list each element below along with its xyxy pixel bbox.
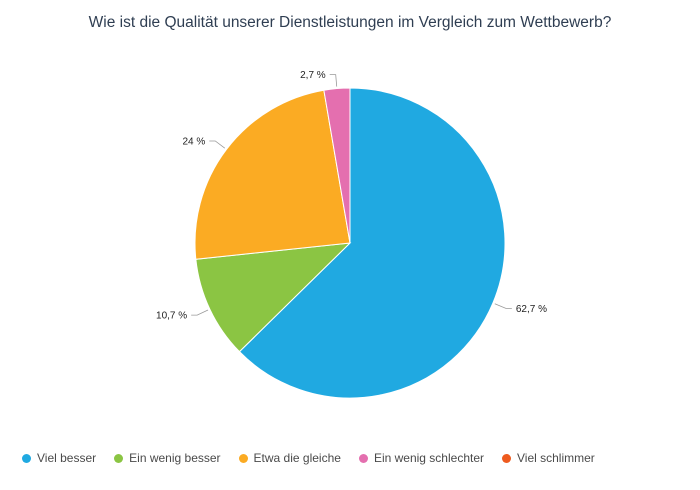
leader-line [191, 309, 209, 316]
legend: Viel besser Ein wenig besser Etwa die gl… [22, 451, 595, 465]
slice-label: 2,7 % [300, 70, 326, 81]
legend-item-viel-besser[interactable]: Viel besser [22, 451, 96, 465]
slice-label: 24 % [182, 136, 205, 147]
legend-dot [22, 453, 31, 463]
legend-dot [502, 453, 511, 463]
legend-dot [358, 453, 368, 463]
legend-label: Ein wenig besser [129, 451, 221, 465]
pie-slice-ein-wenig-schlechter[interactable] [323, 87, 351, 244]
legend-item-ein-wenig-schlechter[interactable]: Ein wenig schlechter [358, 451, 484, 465]
pie-slice-viel-besser[interactable] [238, 87, 506, 399]
legend-label: Viel besser [37, 451, 97, 465]
legend-item-viel-schlimmer[interactable]: Viel schlimmer [502, 451, 595, 465]
chart-title: Wie ist die Qualität unserer Dienstleist… [88, 14, 612, 31]
slice-label: 10,7 % [156, 311, 187, 322]
legend-item-ein-wenig-besser[interactable]: Ein wenig besser [114, 451, 221, 465]
legend-label: Ein wenig schlechter [373, 451, 484, 465]
legend-item-etwa-die-gleiche[interactable]: Etwa die gleiche [238, 451, 341, 465]
legend-label: Etwa die gleiche [253, 451, 341, 465]
pie-slice-ein-wenig-besser[interactable] [195, 242, 352, 353]
legend-dot [114, 453, 124, 463]
leader-line [329, 74, 338, 87]
legend-dot [238, 453, 248, 463]
pie-slice-etwa-die-gleiche[interactable] [194, 89, 351, 260]
legend-label: Viel schlimmer [517, 451, 595, 465]
leader-line [494, 303, 512, 309]
slice-label: 62,7 % [516, 304, 547, 315]
leader-line [209, 140, 226, 149]
